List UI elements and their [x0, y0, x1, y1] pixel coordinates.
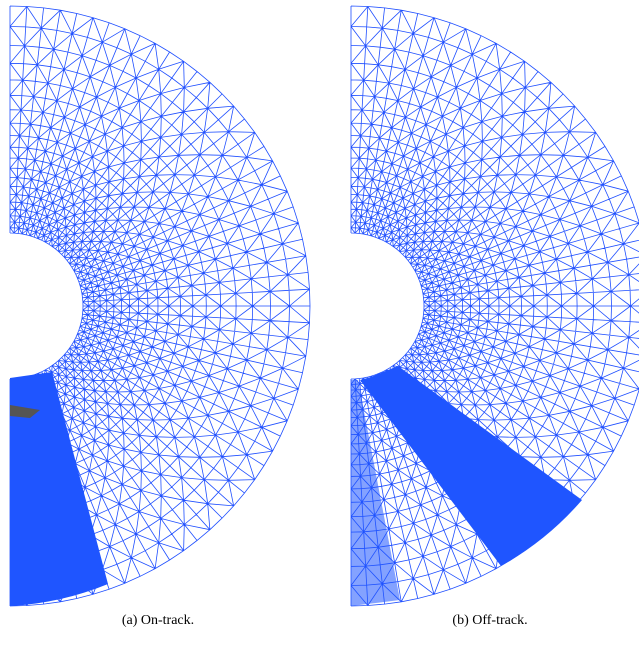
- caption: (a) On-track.: [122, 613, 194, 628]
- artifact: [10, 405, 40, 418]
- dense-region: [360, 366, 582, 566]
- caption: (b) Off-track.: [452, 613, 527, 628]
- dense-region: [10, 372, 108, 606]
- dense-region: [351, 380, 400, 606]
